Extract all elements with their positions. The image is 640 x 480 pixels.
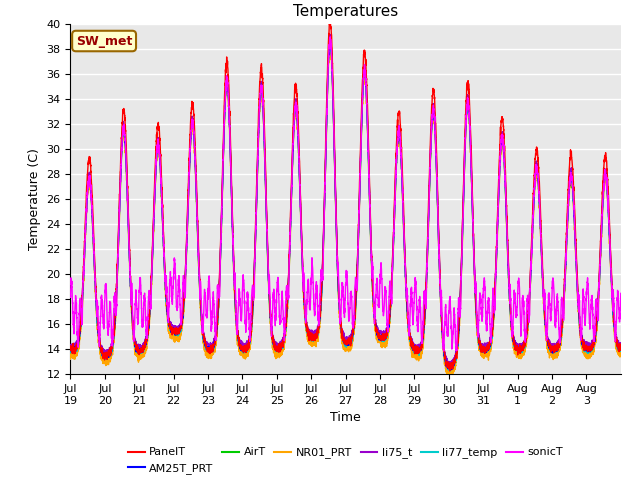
Y-axis label: Temperature (C): Temperature (C)	[28, 148, 41, 250]
X-axis label: Time: Time	[330, 411, 361, 424]
Text: SW_met: SW_met	[76, 35, 132, 48]
Legend: PanelT, AM25T_PRT, AirT, NR01_PRT, li75_t, li77_temp, sonicT: PanelT, AM25T_PRT, AirT, NR01_PRT, li75_…	[124, 443, 568, 479]
Title: Temperatures: Temperatures	[293, 4, 398, 19]
